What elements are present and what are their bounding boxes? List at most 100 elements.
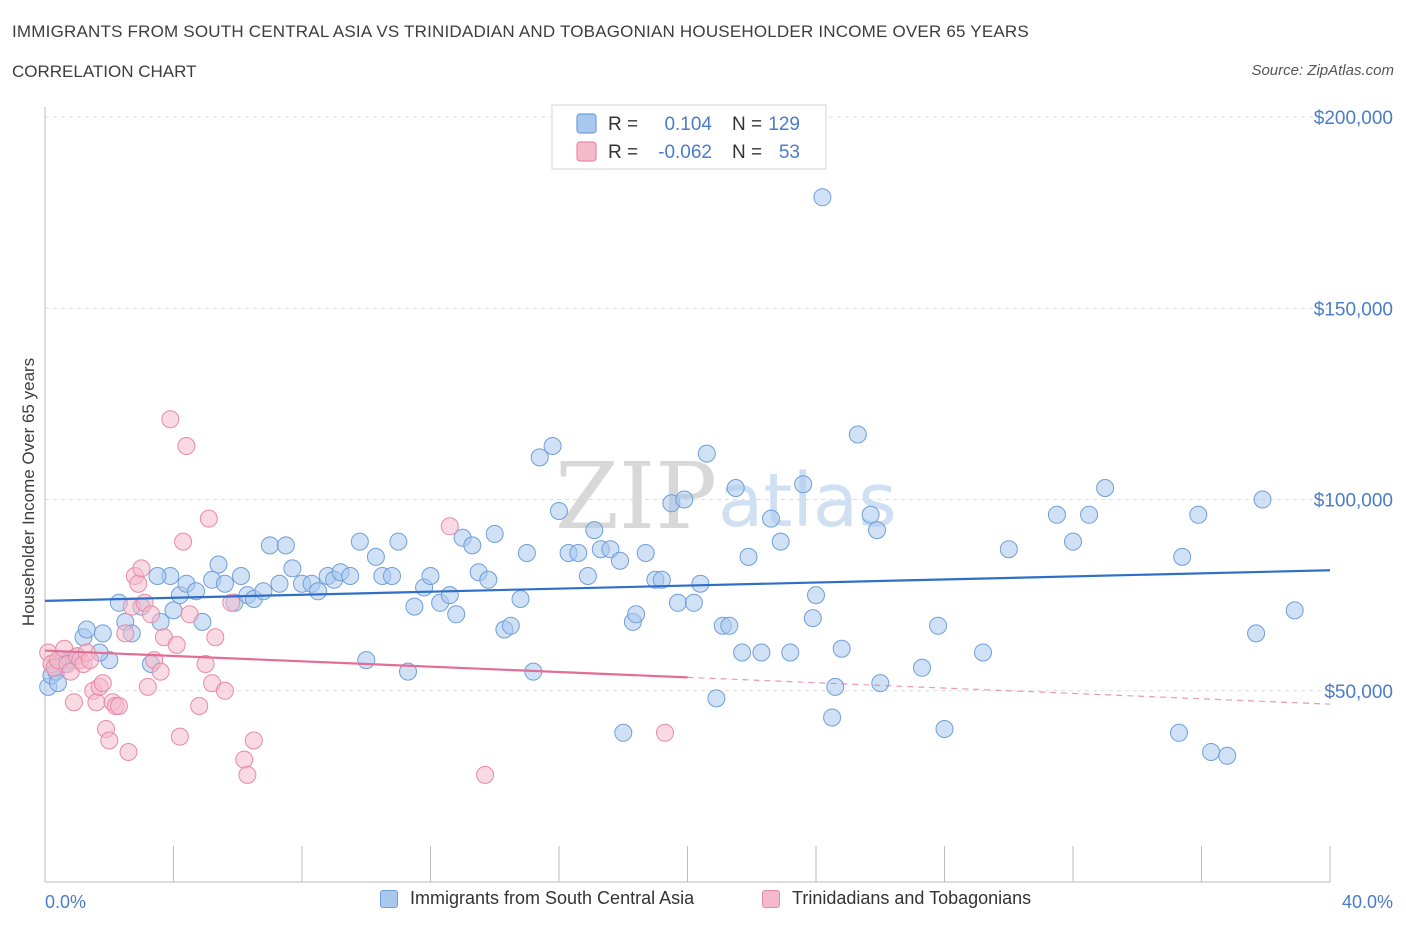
legend-n-value-pink: 53 bbox=[779, 142, 800, 163]
blue-point-78 bbox=[627, 605, 646, 624]
bottom-legend-item-pink: Trinidadians and Tobagonians bbox=[762, 888, 1031, 909]
blue-point-88 bbox=[707, 689, 726, 708]
blue-point-26 bbox=[215, 574, 234, 593]
blue-point-50 bbox=[405, 597, 424, 616]
blue-point-54 bbox=[440, 586, 459, 605]
pink-point-51 bbox=[476, 765, 495, 784]
pink-point-29 bbox=[138, 677, 157, 696]
blue-point-120 bbox=[1189, 505, 1208, 524]
pink-point-39 bbox=[180, 605, 199, 624]
blue-point-42 bbox=[341, 567, 360, 585]
legend-n-label-blue: N = bbox=[732, 114, 762, 135]
blue-point-76 bbox=[614, 723, 633, 742]
pink-point-35 bbox=[167, 635, 186, 654]
y-tick-label-3: $200,000 bbox=[1314, 108, 1393, 129]
pink-point-47 bbox=[235, 750, 254, 769]
blue-point-28 bbox=[232, 567, 250, 585]
blue-point-85 bbox=[684, 593, 703, 612]
blue-point-114 bbox=[1047, 505, 1066, 524]
legend-r-value-blue: 0.104 bbox=[664, 114, 712, 135]
blue-point-117 bbox=[1096, 479, 1115, 497]
blue-point-52 bbox=[421, 567, 440, 585]
pink-point-32 bbox=[151, 662, 170, 681]
blue-point-79 bbox=[636, 544, 655, 562]
legend-swatch-blue bbox=[576, 113, 597, 134]
blue-point-75 bbox=[611, 551, 629, 570]
blue-point-71 bbox=[578, 567, 597, 585]
blue-point-119 bbox=[1173, 547, 1192, 566]
blue-point-112 bbox=[974, 643, 992, 662]
blue-point-43 bbox=[350, 532, 369, 551]
blue-point-107 bbox=[868, 521, 886, 540]
series-pink-points bbox=[39, 410, 674, 784]
blue-point-57 bbox=[463, 536, 482, 555]
pink-point-22 bbox=[116, 624, 135, 643]
blue-point-62 bbox=[501, 616, 520, 635]
blue-point-10 bbox=[93, 624, 112, 643]
blue-point-9 bbox=[77, 620, 96, 639]
blue-point-97 bbox=[781, 643, 800, 662]
blue-point-34 bbox=[276, 536, 295, 555]
blue-point-33 bbox=[270, 574, 289, 593]
blue-point-102 bbox=[813, 188, 832, 207]
blue-point-104 bbox=[823, 708, 842, 727]
pink-point-7 bbox=[64, 693, 83, 712]
pink-point-52 bbox=[656, 723, 674, 742]
blue-point-67 bbox=[543, 437, 562, 455]
pink-point-40 bbox=[190, 697, 209, 715]
blue-point-83 bbox=[668, 593, 687, 612]
blue-point-86 bbox=[691, 574, 710, 593]
axes bbox=[44, 107, 1331, 883]
blue-point-110 bbox=[929, 616, 948, 635]
legend-swatch-pink bbox=[576, 141, 597, 162]
pink-point-23 bbox=[119, 743, 138, 761]
pink-point-45 bbox=[215, 681, 234, 700]
pink-point-16 bbox=[93, 674, 112, 693]
blue-point-32 bbox=[260, 536, 279, 555]
blue-point-101 bbox=[826, 677, 845, 696]
blue-point-124 bbox=[1253, 490, 1272, 509]
x-tick-label-min: 0.0% bbox=[45, 892, 86, 912]
bottom-legend: Immigrants from South Central Asia Trini… bbox=[0, 888, 1406, 918]
blue-point-64 bbox=[517, 544, 536, 562]
x-tick-label-max: 40.0% bbox=[1342, 892, 1393, 912]
watermark: ZIP atlas bbox=[555, 443, 897, 550]
bottom-legend-swatch-blue bbox=[380, 889, 398, 908]
pink-point-18 bbox=[100, 731, 119, 750]
blue-point-100 bbox=[807, 586, 825, 605]
blue-point-84 bbox=[675, 490, 694, 509]
blue-point-111 bbox=[935, 720, 954, 738]
blue-point-44 bbox=[357, 651, 376, 670]
blue-point-38 bbox=[309, 582, 328, 601]
blue-point-25 bbox=[209, 555, 228, 574]
blue-point-94 bbox=[752, 643, 771, 662]
legend-r-value-pink: -0.062 bbox=[658, 142, 712, 163]
trend-line-pink bbox=[44, 649, 688, 679]
bottom-legend-swatch-pink bbox=[762, 889, 780, 908]
chart-title: IMMIGRANTS FROM SOUTH CENTRAL ASIA VS TR… bbox=[12, 22, 1029, 41]
source-label: Source: ZipAtlas.com bbox=[1251, 62, 1394, 79]
blue-point-109 bbox=[913, 658, 931, 677]
blue-point-91 bbox=[726, 479, 745, 497]
bottom-legend-label-pink: Trinidadians and Tobagonians bbox=[792, 888, 1032, 908]
blue-point-35 bbox=[283, 559, 302, 578]
blue-point-66 bbox=[530, 448, 549, 467]
pink-point-41 bbox=[196, 655, 215, 673]
blue-point-70 bbox=[569, 544, 588, 562]
blue-point-95 bbox=[762, 509, 780, 528]
y-tick-labels: $50,000 $100,000 $150,000 $200,000 bbox=[1314, 108, 1393, 703]
blue-point-60 bbox=[485, 524, 504, 543]
blue-point-92 bbox=[733, 643, 752, 662]
pink-point-44 bbox=[206, 628, 225, 647]
pink-point-12 bbox=[81, 651, 99, 670]
pink-point-49 bbox=[244, 731, 263, 750]
blue-point-123 bbox=[1247, 624, 1266, 643]
blue-point-122 bbox=[1218, 746, 1237, 765]
legend-n-label-pink: N = bbox=[732, 142, 762, 163]
pink-point-36 bbox=[170, 727, 189, 746]
blue-point-90 bbox=[720, 616, 739, 635]
pink-point-30 bbox=[142, 605, 160, 624]
y-tick-label-2: $150,000 bbox=[1314, 299, 1393, 320]
chart-subtitle: CORRELATION CHART bbox=[12, 62, 197, 81]
